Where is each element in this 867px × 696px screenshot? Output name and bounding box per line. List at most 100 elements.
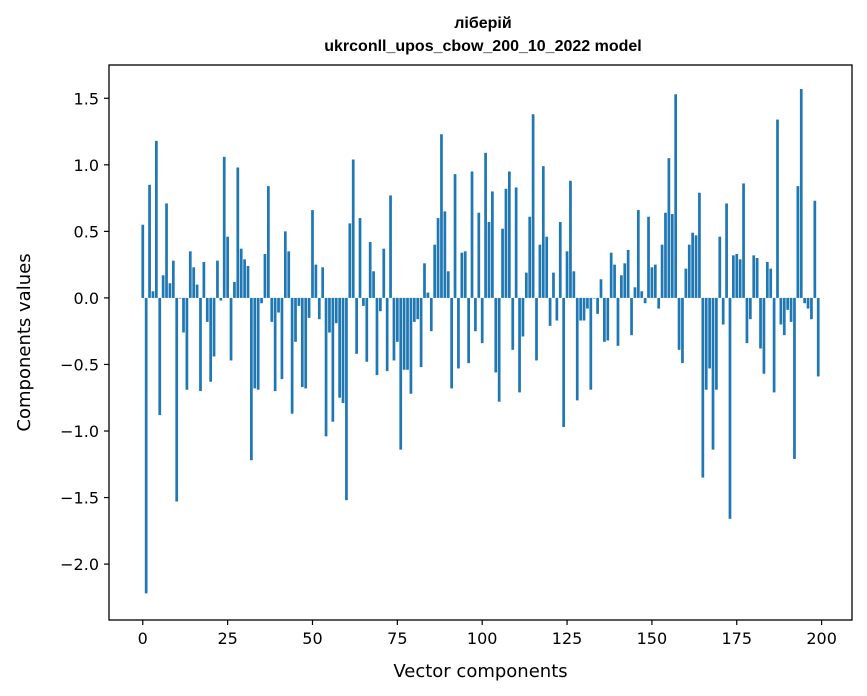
- bar: [175, 297, 179, 502]
- bar: [433, 244, 437, 298]
- bar: [664, 212, 667, 298]
- bar: [521, 297, 525, 337]
- bar: [307, 297, 311, 318]
- bar: [419, 297, 423, 368]
- bar: [229, 297, 233, 361]
- bar: [412, 297, 416, 322]
- bar: [331, 297, 335, 422]
- bar: [365, 297, 369, 362]
- bar: [243, 259, 246, 298]
- x-tick-label: 175: [721, 629, 752, 648]
- x-tick-label: 75: [387, 629, 407, 648]
- bar: [487, 222, 491, 298]
- bar: [769, 268, 773, 298]
- bar: [670, 214, 674, 298]
- bar: [816, 297, 820, 377]
- bar: [450, 297, 454, 389]
- bar: [660, 244, 664, 298]
- bar: [497, 297, 501, 402]
- bar: [195, 284, 199, 298]
- bar: [582, 297, 586, 321]
- bar: [633, 287, 637, 298]
- bar: [362, 297, 365, 306]
- bar: [314, 264, 318, 298]
- bar: [375, 297, 379, 376]
- bar: [609, 252, 613, 298]
- bar: [470, 171, 474, 298]
- bar: [511, 297, 515, 350]
- bar: [270, 297, 274, 322]
- bar: [161, 275, 165, 298]
- bar: [209, 297, 213, 382]
- bar: [653, 264, 657, 298]
- bar: [531, 114, 535, 298]
- bar: [691, 232, 694, 298]
- bar: [423, 263, 426, 298]
- bar: [650, 267, 654, 298]
- bar: [599, 279, 603, 298]
- y-tick-label: 0.5: [74, 222, 99, 241]
- bar: [813, 200, 817, 298]
- bar: [504, 188, 508, 298]
- bar: [182, 297, 185, 333]
- bar: [185, 297, 189, 390]
- bar: [178, 297, 182, 299]
- bar: [368, 242, 372, 298]
- bar: [640, 291, 644, 298]
- bar: [141, 224, 145, 298]
- bar: [440, 134, 443, 298]
- bar: [687, 244, 691, 298]
- x-tick-label: 100: [467, 629, 498, 648]
- bar: [782, 297, 786, 336]
- bar: [728, 297, 732, 519]
- x-tick-label: 25: [217, 629, 237, 648]
- bar: [317, 297, 321, 320]
- bar: [803, 297, 807, 304]
- bar: [246, 265, 250, 298]
- bar: [263, 253, 267, 298]
- bar: [406, 297, 409, 370]
- bar: [460, 252, 464, 298]
- y-axis-ticks: −2.0 −1.5 −1.0 −0.5 0.0 0.5 1.0 1.5: [60, 89, 109, 574]
- bar: [345, 297, 348, 501]
- bar: [239, 248, 243, 298]
- bar: [297, 297, 301, 306]
- bar: [674, 94, 678, 298]
- bar-series: [141, 88, 820, 594]
- bar: [589, 297, 593, 390]
- bar: [698, 192, 701, 298]
- bar: [579, 297, 582, 321]
- bar: [620, 275, 623, 298]
- bar: [681, 297, 684, 364]
- x-axis-ticks: 0 25 50 75 100 125 150 175 200: [138, 620, 837, 648]
- bar: [806, 297, 810, 309]
- bar: [562, 297, 566, 428]
- bar: [253, 297, 257, 389]
- bar: [457, 297, 460, 369]
- bar: [385, 297, 389, 372]
- bar: [395, 297, 399, 342]
- bar: [647, 216, 650, 298]
- bar: [518, 297, 521, 393]
- bar: [694, 235, 698, 298]
- x-axis-label: Vector components: [393, 661, 567, 682]
- bar: [552, 272, 555, 298]
- bar: [535, 297, 538, 361]
- bar: [402, 297, 406, 370]
- x-tick-label: 50: [302, 629, 322, 648]
- bar: [446, 271, 450, 298]
- y-tick-label: 1.5: [74, 89, 99, 108]
- bar: [667, 158, 671, 298]
- bar: [144, 297, 148, 594]
- bar: [188, 251, 192, 298]
- bar: [732, 255, 735, 298]
- bar: [538, 244, 542, 298]
- bar: [453, 174, 457, 298]
- bar: [755, 257, 759, 298]
- bar: [151, 291, 155, 298]
- bar: [300, 297, 304, 388]
- bar: [603, 297, 606, 342]
- bar: [793, 297, 796, 459]
- bar: [426, 292, 430, 298]
- bar: [355, 297, 358, 354]
